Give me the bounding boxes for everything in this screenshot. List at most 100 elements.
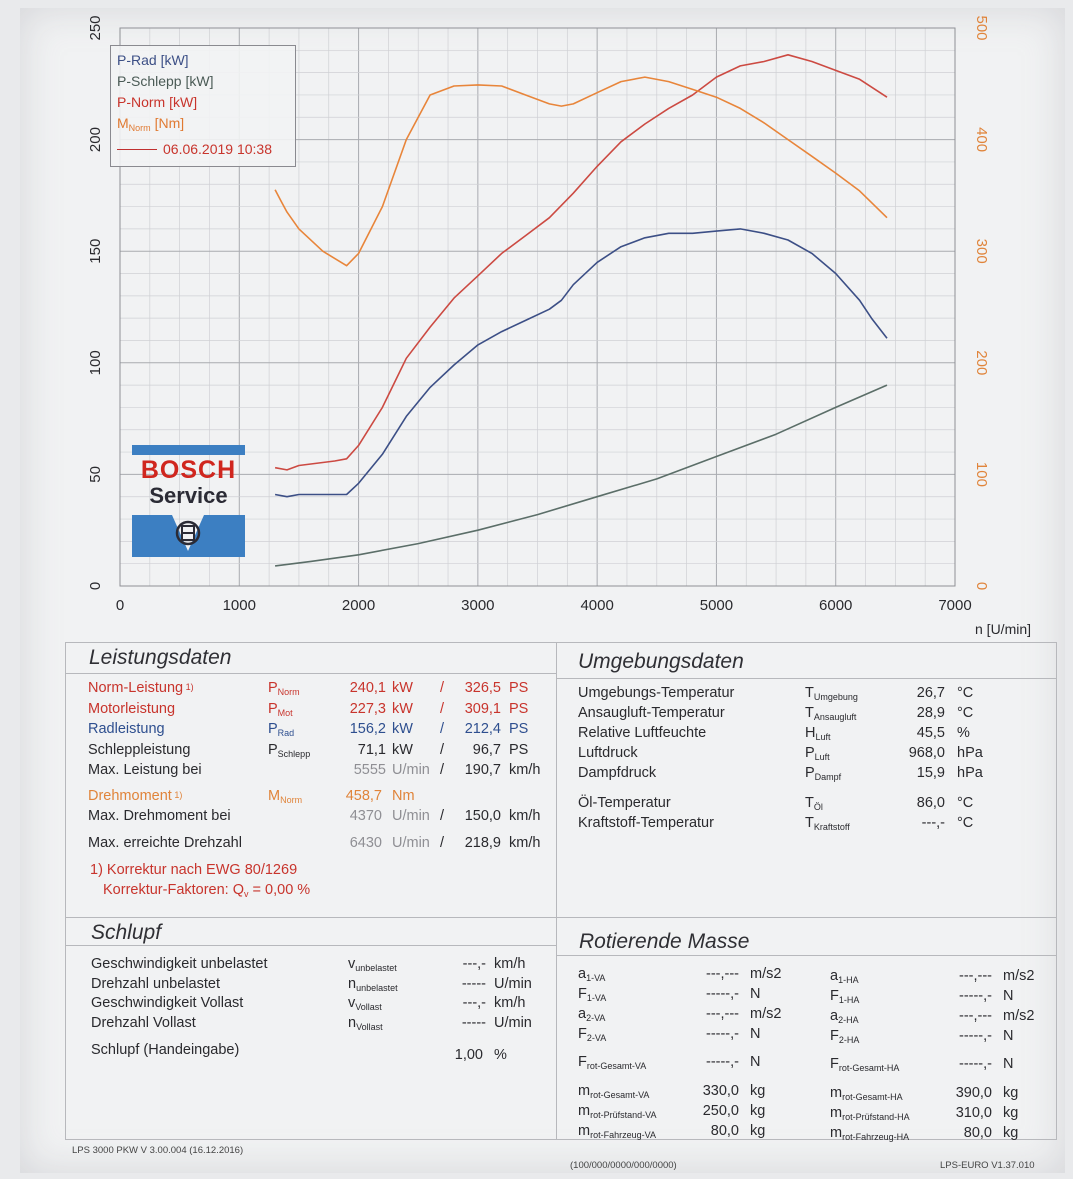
masse-right-symbol: F2-HA — [830, 1028, 859, 1045]
umgebung-unit: % — [957, 725, 970, 741]
symbol-subscript: Vollast — [355, 1002, 382, 1012]
logo-top-bar — [132, 445, 245, 455]
leistung-symbol: PRad — [268, 721, 294, 738]
leistung-label: Motorleistung — [88, 700, 176, 717]
masse-right-value: 310,0 — [955, 1105, 992, 1121]
table-border-bottom — [65, 1139, 1057, 1140]
leistung-value-2: 326,5 — [464, 680, 501, 696]
title-underline-schlupf — [65, 945, 556, 946]
y-right-tick-label: 100 — [973, 462, 990, 487]
symbol-subscript: 2-HA — [838, 1015, 859, 1025]
title-underline-leistung — [65, 673, 556, 674]
schlupf-label: Geschwindigkeit unbelastet — [91, 956, 268, 972]
symbol-subscript: Rad — [277, 728, 295, 738]
separator: / — [440, 808, 445, 824]
umgebung-symbol: PDampf — [805, 765, 841, 782]
table-border-right — [1056, 642, 1057, 1140]
logo-text-bosch: BOSCH — [140, 456, 237, 484]
leistung-symbol: PMot — [268, 701, 293, 718]
x-axis-label: n [U/min] — [975, 621, 1031, 637]
leistung-symbol: PSchlepp — [268, 742, 310, 759]
umgebung-unit: °C — [957, 685, 974, 701]
symbol-main: P — [268, 700, 278, 717]
korrektur-faktoren-sub: v — [244, 889, 249, 899]
umgebung-label: Umgebungs-Temperatur — [578, 685, 735, 701]
max-drehzahl-speed-unit: km/h — [509, 835, 541, 851]
y-left-tick-label: 100 — [87, 350, 104, 375]
logo-text-service: Service — [149, 483, 228, 508]
drehmoment-symbol: MNorm — [268, 788, 302, 805]
chart-axes: 0 1000 2000 3000 4000 5000 6000 700005010015020… — [87, 15, 990, 614]
legend-date: 06.06.2019 10:38 — [163, 141, 272, 157]
symbol-subscript: Norm — [277, 687, 300, 697]
footer-right: LPS-EURO V1.37.010 — [940, 1160, 1035, 1171]
symbol-subscript: Schlepp — [277, 748, 311, 759]
leistung-unit-1: kW — [392, 741, 413, 758]
legend-m-norm: MNorm [Nm] — [117, 113, 289, 139]
masse-left-symbol: mrot-Prüfstand-VA — [578, 1103, 656, 1120]
leistung-value-1: 156,2 — [349, 721, 386, 737]
x-tick-label: 7000 — [938, 597, 971, 614]
umgebung-symbol: TUmgebung — [805, 685, 858, 702]
korrektur-faktoren: Korrektur-Faktoren: Qv = 0,00 % — [103, 882, 311, 899]
leistung-value-2: 96,7 — [472, 741, 501, 758]
max-drehzahl-speed: 218,9 — [464, 835, 501, 851]
schlupf-unit: U/min — [494, 1014, 532, 1031]
y-right-tick-label: 0 — [973, 582, 990, 590]
symbol-subscript: 2-VA — [586, 1033, 607, 1043]
masse-right-unit: kg — [1003, 1125, 1019, 1141]
leistung-unit-1: kW — [392, 721, 413, 737]
leistung-value-2: 309,1 — [464, 700, 501, 717]
symbol-subscript: Norm — [280, 795, 303, 805]
symbol-main: T — [805, 685, 814, 701]
korrektur-faktoren-value: = 0,00 % — [248, 882, 311, 898]
schlupf-symbol: vunbelastet — [348, 956, 397, 973]
max-drehmoment-rpm-unit: U/min — [392, 808, 430, 824]
chart-series — [274, 54, 888, 567]
schlupf-unit: km/h — [494, 956, 526, 972]
umgebung-label: Dampfdruck — [578, 765, 657, 781]
masse-left-value: ---,--- — [705, 1006, 739, 1022]
drehmoment-label: Drehmoment 1) — [88, 788, 183, 804]
masse-right-unit: m/s2 — [1003, 968, 1035, 984]
masse-left-symbol: a1-VA — [578, 966, 605, 983]
section-title-leistungsdaten: Leistungsdaten — [89, 646, 232, 669]
symbol-subscript: rot-Gesamt-VA — [586, 1061, 647, 1071]
x-tick-label: 0 — [116, 597, 124, 614]
x-tick-label: 1000 — [223, 597, 256, 614]
symbol-main: m — [830, 1125, 843, 1141]
umgebung-unit: hPa — [957, 765, 983, 781]
plot-frame — [119, 27, 956, 587]
leistung-unit-2: PS — [509, 741, 529, 758]
masse-left-symbol: Frot-Gesamt-VA — [578, 1054, 646, 1071]
symbol-main: F — [830, 1028, 839, 1044]
symbol-subscript: unbelastet — [355, 963, 397, 973]
masse-left-symbol: a2-VA — [578, 1006, 605, 1023]
umgebung-symbol: TÖl — [805, 795, 823, 812]
symbol-subscript: 1-VA — [586, 973, 606, 983]
max-drehmoment-speed: 150,0 — [464, 808, 501, 824]
symbol-subscript: Umgebung — [813, 692, 858, 702]
symbol-main: n — [348, 1014, 357, 1031]
legend-m-norm-sub: Norm — [128, 123, 151, 133]
schlupf-value: ---,- — [462, 956, 486, 972]
symbol-subscript: unbelastet — [356, 982, 398, 993]
symbol-main: a — [830, 968, 839, 984]
leistung-value-1: 5555 — [353, 762, 386, 778]
symbol-main: T — [805, 795, 814, 811]
schlupf-label: Drehzahl Vollast — [91, 1014, 196, 1031]
footnote-mark: 1) — [171, 790, 183, 800]
printout-paper — [20, 8, 1065, 1173]
schlupf-hand-label: Schlupf (Handeingabe) — [91, 1042, 240, 1058]
masse-right-symbol: F1-HA — [830, 988, 859, 1005]
y-right-tick-label: 400 — [973, 127, 990, 152]
y-right-tick-label: 200 — [973, 350, 990, 375]
umgebung-label: Relative Luftfeuchte — [578, 725, 707, 741]
schlupf-value: ---,- — [462, 995, 486, 1011]
leistung-unit-1: kW — [392, 700, 413, 717]
x-tick-label: 6000 — [819, 597, 852, 614]
legend-p-rad: P-Rad [kW] — [117, 52, 189, 68]
umgebung-value: 26,7 — [916, 685, 945, 701]
section-title-umgebungsdaten: Umgebungsdaten — [578, 650, 744, 673]
masse-right-value: -----,- — [958, 1056, 992, 1072]
